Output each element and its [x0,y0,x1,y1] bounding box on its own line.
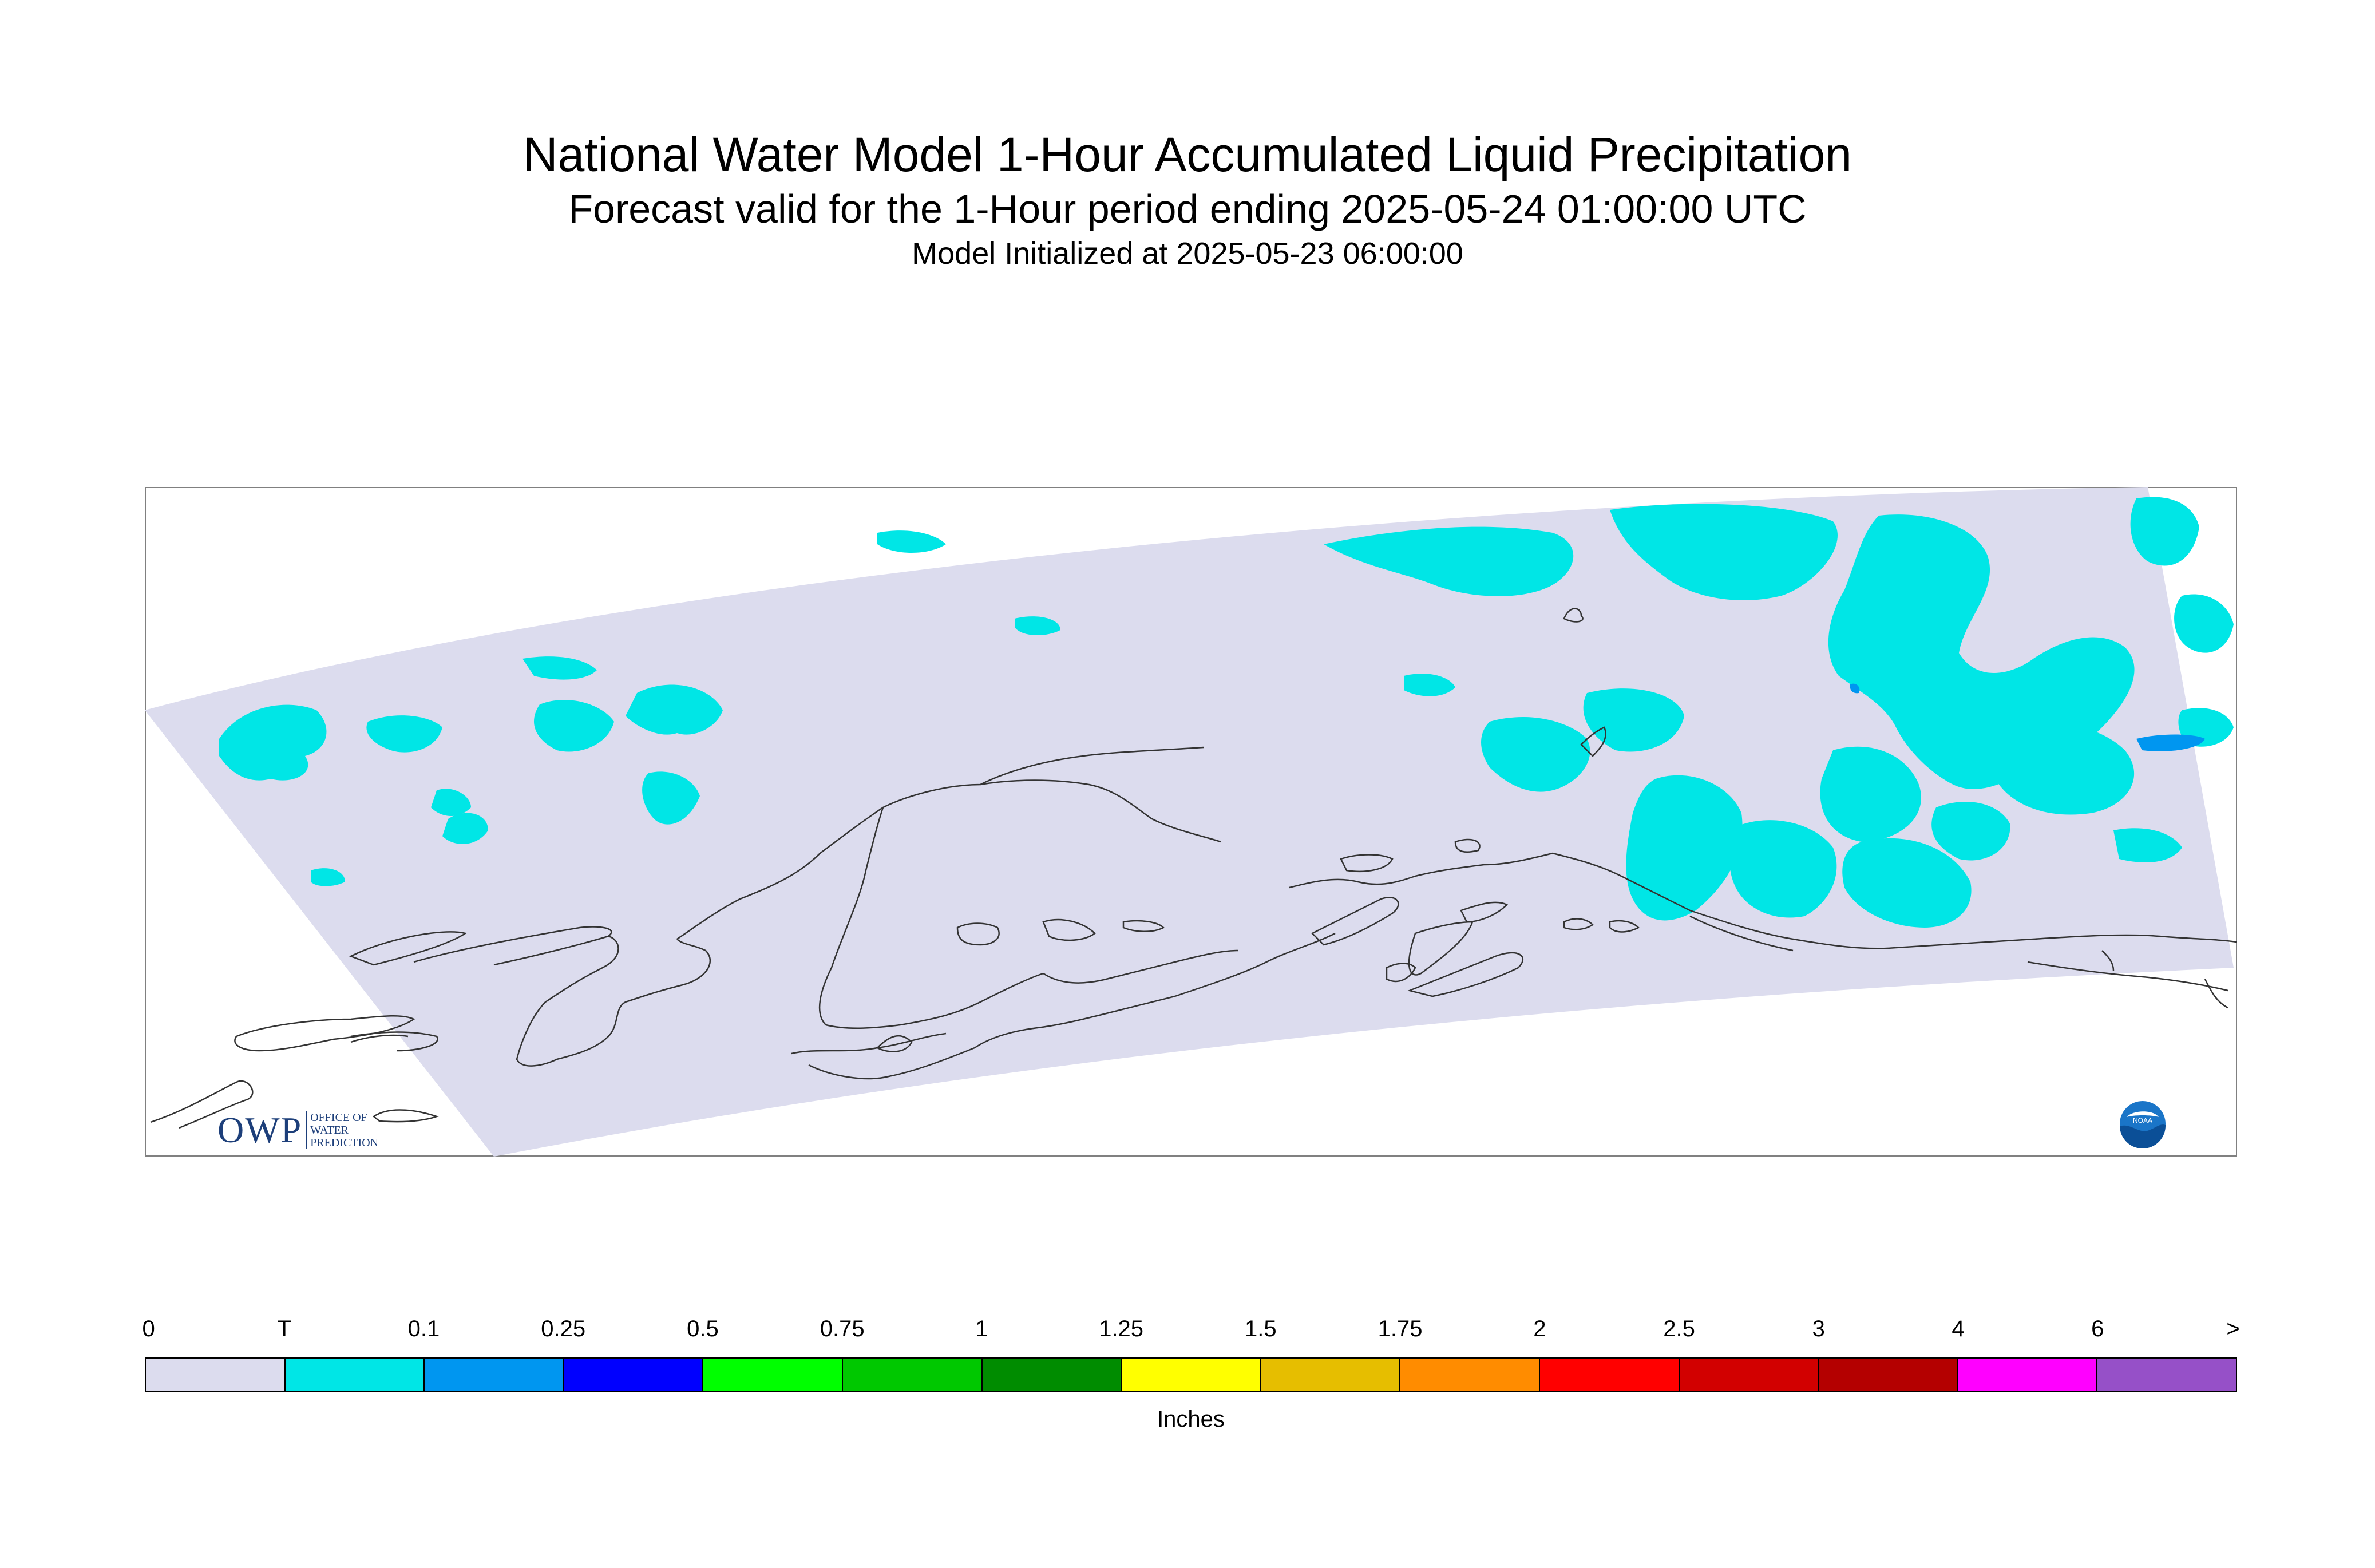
coastline [150,608,2237,1129]
noaa-logo-text: NOAA [2133,1116,2152,1124]
legend-tick-label: T [277,1316,291,1341]
legend-tick-label: 1 [975,1316,988,1341]
precip-color-legend: 0 T 0.1 0.25 0.5 0.75 1 1.25 1.5 1.75 2 2.5 3 4 6 > Inc… [142,1316,2240,1442]
map-title: National Water Model 1-Hour Accumulated … [522,128,1852,181]
legend-tick-label: 1.5 [1245,1316,1277,1341]
legend-tick-label: 0 [142,1316,155,1341]
owp-logo-line: PREDICTION [310,1137,379,1149]
legend-swatch [1819,1359,1958,1391]
legend-tick-label: 2 [1533,1316,1546,1341]
legend-swatch [1679,1359,1819,1391]
legend-swatch [425,1359,564,1391]
legend-swatch [2097,1359,2236,1391]
legend-tick-label: 1.75 [1378,1316,1423,1341]
legend-tick-label: 4 [1952,1316,1965,1341]
legend-swatch [564,1359,704,1391]
map-subtitle: Forecast valid for the 1-Hour period end… [568,187,1807,231]
legend-tick-label: 3 [1812,1316,1825,1341]
precipitation-map [145,487,2237,1157]
legend-color-bar [145,1357,2237,1392]
owp-logo: OWP OFFICE OF WATER PREDICTION [217,1107,378,1153]
precip-trace-areas [219,497,2234,928]
legend-swatch [1400,1359,1540,1391]
legend-tick-label: 2.5 [1663,1316,1695,1341]
legend-swatch [1539,1359,1680,1391]
owp-logo-line: WATER [310,1124,349,1137]
legend-tick-label: 0.1 [407,1316,440,1341]
legend-swatch [842,1359,983,1391]
legend-tick-label: 0.25 [541,1316,586,1341]
owp-logo-mark: OWP [217,1110,303,1150]
legend-swatch [1122,1359,1261,1391]
legend-tick-label: 1.25 [1099,1316,1144,1341]
legend-tick-label: 0.5 [687,1316,719,1341]
legend-labels: 0 T 0.1 0.25 0.5 0.75 1 1.25 1.5 1.75 2 2.5 3 4 6 > [142,1316,2240,1351]
legend-tick-label: 0.75 [820,1316,865,1341]
legend-swatch [982,1359,1122,1391]
owp-logo-text: OFFICE OF WATER PREDICTION [306,1111,378,1149]
legend-tick-label: > [2226,1316,2240,1341]
noaa-logo: NOAA [2119,1100,2167,1149]
precip-0.1-areas [1850,683,2205,751]
legend-units: Inches [1157,1407,1225,1432]
legend-swatch [146,1359,286,1391]
legend-swatch [1261,1359,1401,1391]
legend-tick-label: 6 [2091,1316,2104,1341]
legend-swatch [1958,1359,2098,1391]
owp-logo-line: OFFICE OF [310,1111,367,1124]
legend-swatch [285,1359,425,1391]
model-init-time: Model Initialized at 2025-05-23 06:00:00 [912,236,1463,271]
legend-swatch [703,1359,843,1391]
